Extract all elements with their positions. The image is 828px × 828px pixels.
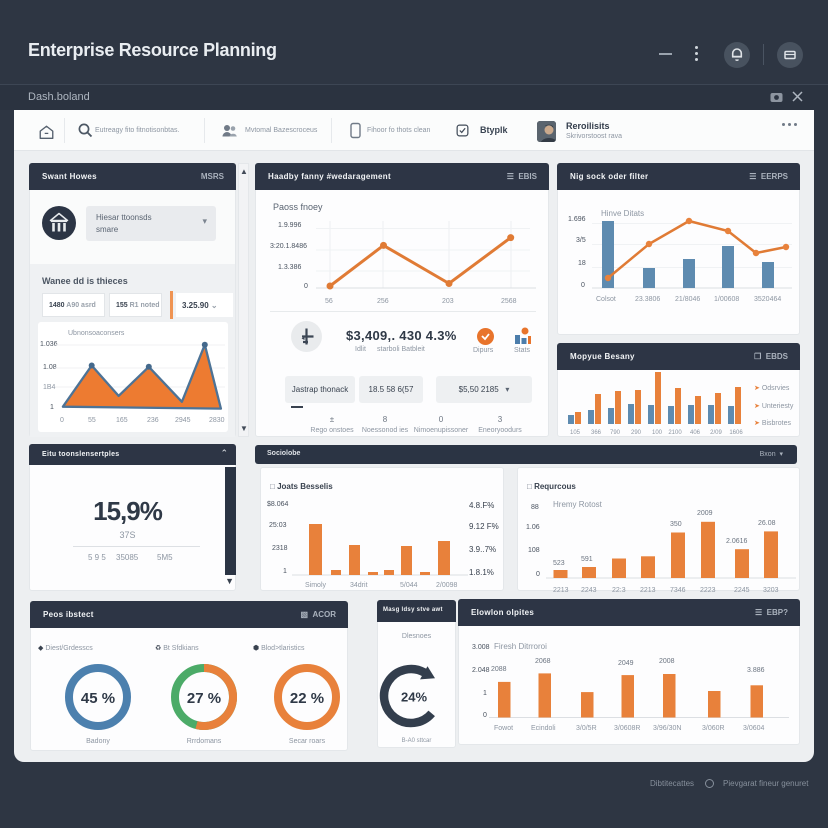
svg-text:22 %: 22 % — [290, 690, 324, 707]
svg-text:24%: 24% — [401, 690, 427, 705]
svg-text:45 %: 45 % — [81, 690, 115, 707]
svg-text:27 %: 27 % — [187, 690, 221, 707]
